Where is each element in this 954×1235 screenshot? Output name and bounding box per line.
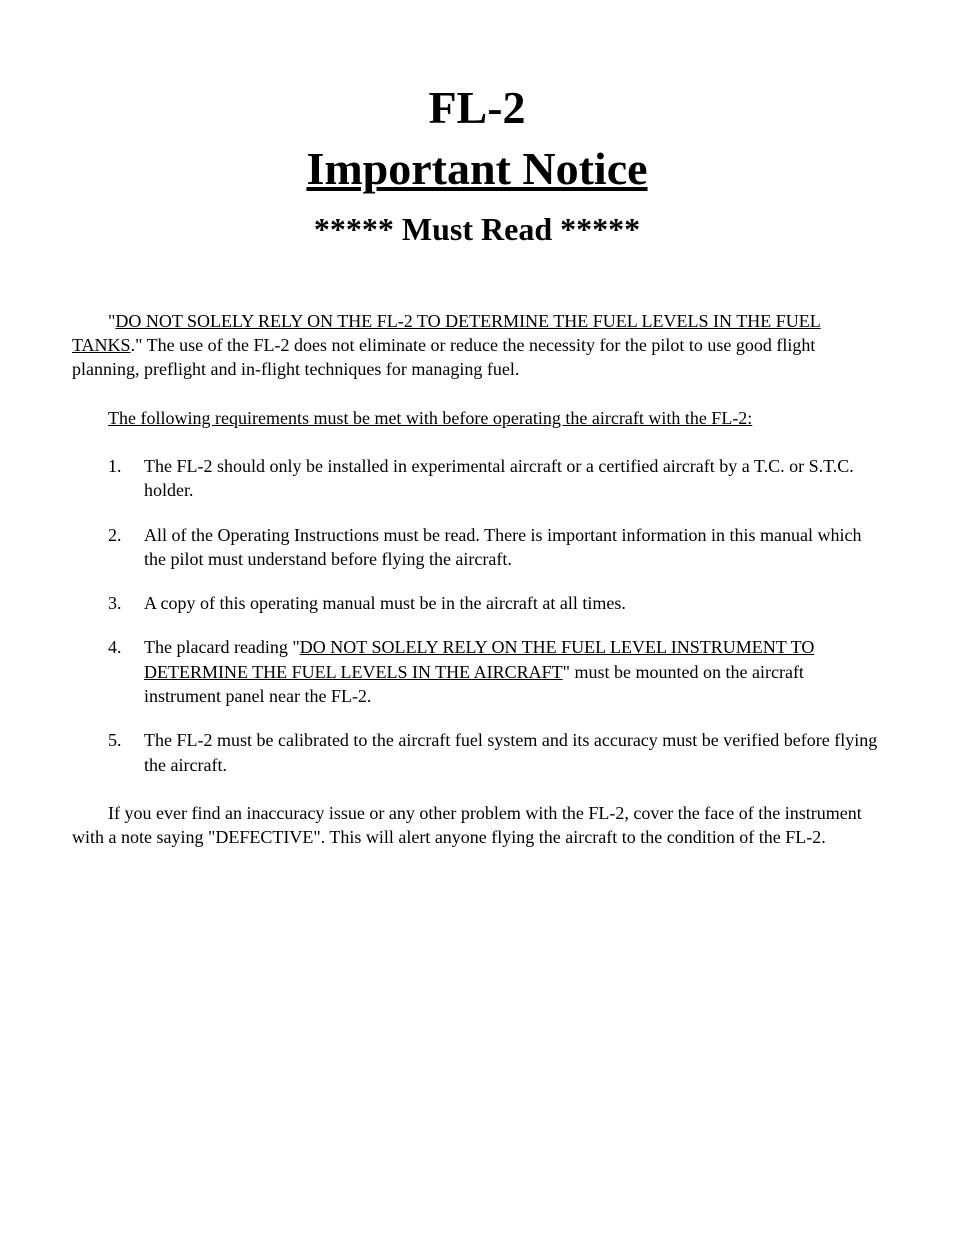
warning-rest: ." The use of the FL-2 does not eliminat… [72,335,815,379]
title-line-2: Important Notice [72,141,882,196]
requirement-text-pre: The placard reading " [144,637,300,657]
title-block: FL-2 Important Notice ***** Must Read **… [72,80,882,249]
body: "DO NOT SOLELY RELY ON THE FL-2 TO DETER… [72,309,882,850]
requirement-item: A copy of this operating manual must be … [72,591,882,615]
requirement-text-pre: A copy of this operating manual must be … [144,593,626,613]
requirement-item: The placard reading "DO NOT SOLELY RELY … [72,635,882,708]
requirement-text-pre: All of the Operating Instructions must b… [144,525,862,569]
requirements-intro: The following requirements must be met w… [72,406,882,430]
requirement-text-pre: The FL-2 must be calibrated to the aircr… [144,730,877,774]
closing-paragraph: If you ever find an inaccuracy issue or … [72,801,882,850]
warning-paragraph: "DO NOT SOLELY RELY ON THE FL-2 TO DETER… [72,309,882,382]
requirement-item: The FL-2 should only be installed in exp… [72,454,882,503]
requirement-text-pre: The FL-2 should only be installed in exp… [144,456,854,500]
subtitle: ***** Must Read ***** [72,210,882,248]
requirement-item: All of the Operating Instructions must b… [72,523,882,572]
requirements-list: The FL-2 should only be installed in exp… [72,454,882,777]
requirements-intro-text: The following requirements must be met w… [108,408,752,428]
subtitle-stars-right: ***** [560,211,640,247]
subtitle-text: Must Read [394,211,560,247]
requirement-item: The FL-2 must be calibrated to the aircr… [72,728,882,777]
document-page: FL-2 Important Notice ***** Must Read **… [0,0,954,1235]
subtitle-stars-left: ***** [314,211,394,247]
title-line-1: FL-2 [72,80,882,135]
